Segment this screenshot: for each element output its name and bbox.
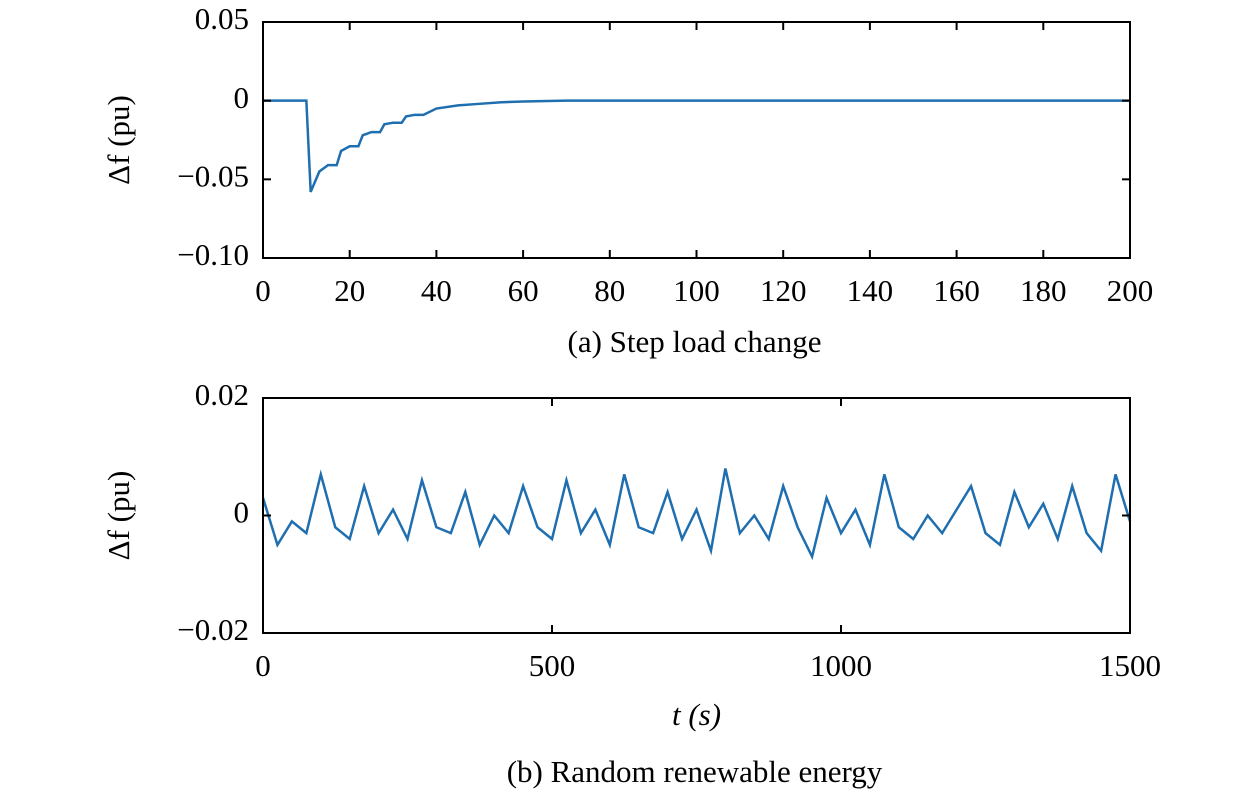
x-tick-label: 1000 (810, 648, 872, 683)
y-tick-label: −0.10 (177, 237, 249, 272)
x-tick-label: 100 (673, 273, 720, 308)
y-tick-label: 0 (234, 495, 250, 530)
data-line (261, 468, 1132, 561)
y-tick-label: 0 (234, 80, 250, 115)
x-tick-label: 0 (255, 648, 271, 683)
x-tick-label: 140 (847, 273, 894, 308)
y-tick-label: −0.05 (177, 158, 249, 193)
axes-frame (262, 397, 1131, 634)
x-tick-label: 1500 (1099, 648, 1161, 683)
y-tick-label: −0.02 (177, 612, 249, 647)
y-tick-label: 0.02 (195, 377, 249, 412)
x-tick-label: 500 (529, 648, 576, 683)
data-line (263, 99, 1130, 193)
y-axis-label: Δf (pu) (101, 471, 136, 561)
x-tick-label: 0 (255, 273, 271, 308)
caption: (b) Random renewable energy (507, 754, 883, 789)
x-axis-label: t (s) (672, 697, 721, 732)
x-tick-label: 20 (334, 273, 365, 308)
x-tick-label: 200 (1107, 273, 1154, 308)
x-tick-label: 160 (933, 273, 980, 308)
x-tick-label: 60 (508, 273, 539, 308)
x-tick-label: 80 (594, 273, 625, 308)
x-tick-label: 120 (760, 273, 807, 308)
axes-frame (262, 21, 1131, 259)
y-tick-label: 0.05 (195, 1, 249, 36)
y-axis-label: Δf (pu) (101, 95, 136, 185)
x-tick-label: 180 (1020, 273, 1067, 308)
x-tick-label: 40 (421, 273, 452, 308)
caption: (a) Step load change (568, 324, 822, 359)
